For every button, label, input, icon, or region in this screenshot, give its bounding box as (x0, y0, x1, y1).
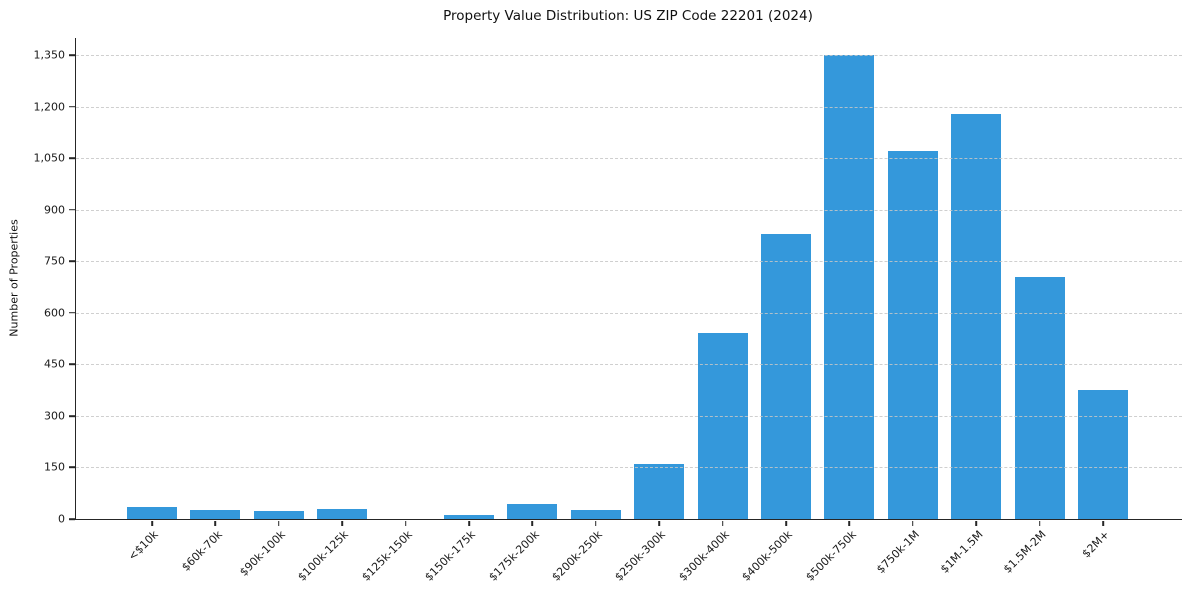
bar (887, 151, 938, 519)
y-tick-label: 900 (44, 203, 65, 217)
y-tick-mark (69, 54, 75, 56)
y-tick-label: 1,350 (33, 48, 66, 62)
gridline (76, 209, 1182, 211)
x-tick-label: $500k-750k (802, 528, 859, 584)
x-tick-label: $400k-500k (739, 528, 796, 584)
bar (1014, 276, 1065, 519)
y-axis-label: Number of Properties (7, 219, 21, 337)
x-tick-mark (595, 520, 597, 526)
x-tick-mark (341, 520, 343, 526)
x-tick-mark (1102, 520, 1104, 526)
x-tick-mark (658, 520, 660, 526)
y-tick-label: 450 (44, 357, 65, 371)
y-tick-mark (69, 208, 75, 211)
y-tick-label: 300 (44, 409, 65, 423)
bar (761, 233, 811, 519)
x-tick-label: $1.5M-2M (1001, 528, 1049, 576)
bar (570, 510, 621, 519)
x-tick-mark (975, 520, 977, 526)
y-tick-mark (69, 105, 75, 108)
x-tick-label: $300k-400k (676, 528, 732, 584)
x-tick-label: $175k-200k (485, 528, 542, 584)
y-tick-label: 750 (44, 254, 65, 268)
x-tick-label: $750k-1M (874, 528, 922, 576)
gridline (76, 261, 1182, 263)
x-tick-mark (1038, 520, 1041, 526)
x-tick-mark (785, 520, 787, 526)
x-tick-mark (468, 520, 470, 526)
x-tick-label: $2M+ (1079, 528, 1113, 561)
y-tick-mark (69, 157, 75, 160)
y-tick-mark (69, 363, 75, 366)
y-tick-label: 0 (58, 512, 65, 526)
gridline (76, 55, 1182, 57)
bar (190, 510, 241, 519)
bar (127, 506, 177, 519)
y-tick-mark (69, 518, 75, 520)
bar (697, 333, 748, 519)
y-tick-label: 600 (44, 306, 65, 320)
x-tick-label: $125k-150k (359, 528, 415, 584)
x-tick-label: $200k-250k (549, 528, 605, 584)
gridline (76, 106, 1182, 108)
x-tick-mark (214, 520, 217, 526)
x-tick-mark (912, 520, 914, 526)
bar (317, 508, 368, 519)
x-tick-mark (721, 520, 724, 526)
gridline (76, 158, 1182, 160)
x-tick-label: $250k-300k (612, 528, 669, 584)
x-tick-label: $150k-175k (422, 528, 479, 584)
x-tick-mark (151, 520, 153, 526)
bar (507, 503, 558, 519)
plot-area: 0 150 300 450 600 750 900 1,050 1,200 1,350 <$10k $… (34, 38, 1182, 584)
x-tick-label: $100k-125k (295, 528, 352, 584)
y-tick-mark (69, 466, 75, 469)
y-tick-mark (69, 312, 75, 314)
x-tick-mark (531, 520, 534, 526)
x-tick-label: $60k-70k (178, 528, 225, 574)
chart-title: Property Value Distribution: US ZIP Code… (443, 8, 813, 24)
bar (1078, 390, 1128, 519)
x-tick-label: <$10k (126, 528, 162, 564)
bar (951, 113, 1002, 519)
bar (253, 511, 304, 519)
x-tick-mark (278, 520, 280, 526)
y-tick-label: 1,200 (33, 100, 66, 114)
x-tick-label: $90k-100k (237, 528, 288, 579)
x-tick-mark (404, 520, 407, 526)
bar (444, 514, 494, 519)
x-tick-mark (848, 520, 851, 526)
bar (634, 464, 685, 519)
y-tick-label: 150 (44, 460, 65, 474)
x-tick-label: $1M-1.5M (937, 528, 986, 576)
y-tick-mark (69, 415, 75, 417)
y-tick-label: 1,050 (33, 151, 66, 165)
y-tick-mark (69, 260, 75, 263)
bar (824, 55, 875, 519)
